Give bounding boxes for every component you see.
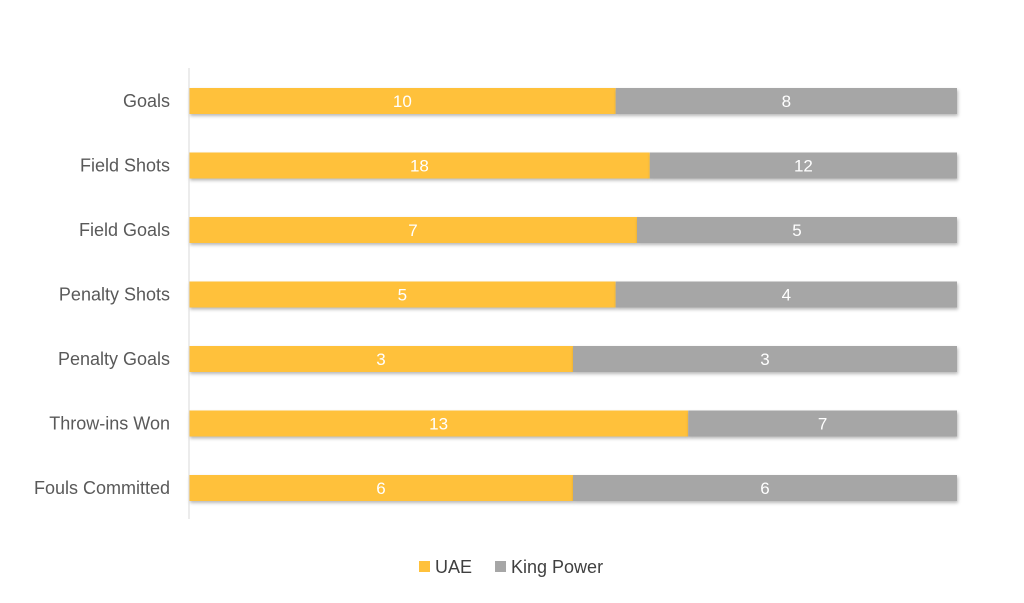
category-label: Field Shots — [80, 156, 170, 176]
data-label: 13 — [429, 415, 448, 434]
category-label: Fouls Committed — [34, 478, 170, 498]
legend-label: King Power — [511, 557, 603, 577]
legend-swatch — [419, 561, 430, 572]
bar-series-2 — [649, 152, 957, 179]
data-label: 7 — [818, 415, 827, 434]
legend-label: UAE — [435, 557, 472, 577]
data-label: 8 — [782, 92, 791, 111]
legend-swatch — [495, 561, 507, 572]
data-label: 3 — [760, 350, 769, 369]
category-label: Throw-ins Won — [49, 414, 170, 434]
data-label: 10 — [393, 92, 412, 111]
bar-series-2 — [615, 281, 957, 308]
category-label: Goals — [123, 91, 170, 111]
data-label: 5 — [792, 221, 801, 240]
data-label: 6 — [760, 479, 769, 498]
data-label: 7 — [408, 221, 417, 240]
bar-series-1 — [189, 88, 616, 114]
legend: UAE King Power — [419, 557, 603, 577]
data-label: 12 — [794, 157, 813, 176]
bar-series-2 — [615, 88, 957, 114]
category-label: Penalty Shots — [59, 285, 170, 305]
bar-series-1 — [189, 217, 637, 243]
data-label: 5 — [398, 286, 407, 305]
category-labels: Goals Field Shots Field Goals Penalty Shots… — [34, 91, 170, 498]
bar-series-1 — [189, 475, 573, 501]
bars-layer: 10 8 18 12 7 5 5 4 3 3 13 7 6 6 — [189, 88, 957, 501]
data-label: 6 — [376, 479, 385, 498]
bar-series-1 — [189, 410, 689, 437]
data-label: 18 — [410, 157, 429, 176]
data-label: 3 — [376, 350, 385, 369]
bar-series-2 — [573, 475, 957, 501]
data-label: 4 — [782, 286, 791, 305]
bar-series-1 — [189, 281, 616, 308]
category-label: Penalty Goals — [58, 349, 170, 369]
bar-series-1 — [189, 152, 650, 179]
bar-series-2 — [573, 346, 957, 372]
bar-series-2 — [637, 217, 957, 243]
category-label: Field Goals — [79, 220, 170, 240]
bar-series-1 — [189, 346, 573, 372]
bar-series-2 — [688, 410, 957, 437]
